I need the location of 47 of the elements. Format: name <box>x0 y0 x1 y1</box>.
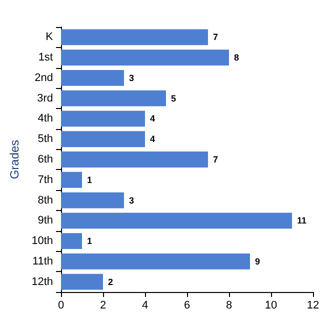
x-tick-label: 0 <box>58 300 64 312</box>
bar <box>61 233 82 249</box>
y-tick-label: 5th <box>38 133 53 146</box>
x-tick-label: 12 <box>306 300 320 312</box>
y-tick-label: 9th <box>38 214 53 227</box>
y-tick-label: K <box>46 31 54 44</box>
y-tick-label: 3rd <box>37 92 53 104</box>
y-tick-label: 2nd <box>34 72 53 84</box>
data-label: 7 <box>213 32 218 42</box>
data-label: 9 <box>255 256 260 266</box>
x-tick-label: 6 <box>184 300 190 312</box>
data-label: 1 <box>87 174 92 185</box>
y-tick-label: 8th <box>38 194 53 206</box>
bar <box>61 70 124 86</box>
y-tick-label: 11th <box>32 255 53 268</box>
data-label: 3 <box>129 72 134 83</box>
data-label: 8 <box>234 52 240 63</box>
bar <box>61 192 124 208</box>
y-tick-label: 4th <box>38 112 53 125</box>
data-label: 3 <box>129 195 134 206</box>
y-tick-label: 10th <box>32 235 53 248</box>
bar <box>61 29 208 46</box>
bar <box>61 90 166 106</box>
y-tick-label: 7th <box>38 174 53 186</box>
x-tick-label: 10 <box>264 300 278 312</box>
data-label: 11 <box>297 216 307 226</box>
bar <box>61 152 208 168</box>
bar <box>61 172 82 188</box>
x-tick-label: 8 <box>226 300 232 312</box>
bar <box>61 274 103 290</box>
bar <box>61 50 229 66</box>
bar <box>61 131 145 148</box>
data-label: 2 <box>108 276 114 287</box>
y-tick-label: 1st <box>38 52 53 64</box>
bar <box>61 253 250 270</box>
y-tick-label: 12th <box>32 276 53 288</box>
y-tick-label: 6th <box>38 154 53 166</box>
x-tick-label: 4 <box>142 300 148 312</box>
data-label: 4 <box>150 134 156 144</box>
data-label: 5 <box>171 93 176 104</box>
data-label: 1 <box>87 236 92 246</box>
bar <box>61 110 145 127</box>
x-tick-label: 2 <box>100 300 106 312</box>
data-label: 4 <box>150 114 156 124</box>
data-label: 7 <box>213 154 218 164</box>
y-axis-title: Grades <box>8 140 22 180</box>
bar <box>61 212 292 229</box>
